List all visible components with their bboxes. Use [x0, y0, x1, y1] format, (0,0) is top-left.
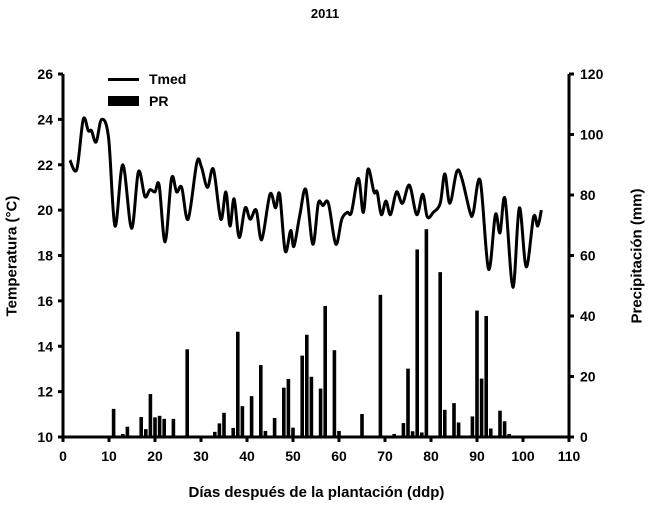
y-left-tick-label: 18 [37, 248, 53, 264]
y-left-tick-label: 26 [37, 66, 53, 82]
precip-bar [507, 433, 511, 437]
y-right-tick-label: 80 [580, 187, 596, 203]
x-tick-label: 80 [423, 448, 439, 464]
precip-bar [286, 378, 291, 437]
precip-bar [475, 310, 479, 437]
precip-bar [148, 394, 153, 437]
precip-bar [157, 415, 162, 437]
precip-bar [484, 316, 488, 437]
chart-title: 2011 [310, 6, 340, 21]
precip-bar [410, 431, 415, 437]
precip-bar [213, 431, 217, 437]
precip-bar [438, 272, 442, 437]
precip-bar [300, 355, 304, 437]
precip-bar [282, 387, 286, 437]
line-swatch-icon [108, 77, 139, 81]
y-right-tick-label: 120 [580, 66, 604, 82]
precip-bar [153, 417, 157, 437]
precip-bar [470, 416, 475, 437]
legend-item-tmed: Tmed [108, 68, 186, 90]
precip-bar [125, 426, 130, 437]
x-tick-label: 110 [558, 448, 581, 464]
legend-label-tmed: Tmed [149, 71, 187, 87]
precip-bar [502, 421, 507, 437]
y-left-tick-label: 20 [37, 202, 53, 218]
y-right-tick-label: 60 [580, 248, 596, 264]
precip-bar [479, 378, 484, 437]
precip-bar [171, 418, 176, 437]
precip-bar [452, 403, 456, 437]
precip-bar [489, 428, 493, 437]
y-left-tick-label: 10 [37, 429, 53, 445]
bar-swatch-icon [108, 96, 139, 106]
legend-label-pr: PR [149, 93, 169, 109]
precip-bar [378, 294, 383, 437]
tmed-line [68, 116, 543, 289]
precip-bar [424, 229, 429, 437]
x-tick-label: 70 [377, 448, 393, 464]
precip-bar [259, 365, 263, 437]
x-tick-label: 0 [59, 448, 67, 464]
precip-bar [162, 418, 166, 437]
y-axis-left-label: Temperatura (°C) [3, 195, 21, 317]
precip-bar [401, 423, 406, 437]
precip-bar [217, 423, 222, 437]
precip-bar [222, 412, 226, 437]
precip-bar [144, 429, 148, 437]
x-tick-label: 30 [193, 448, 209, 464]
y-right-tick-label: 20 [580, 369, 596, 385]
precip-bar [406, 368, 410, 437]
precip-bar [263, 430, 268, 437]
precip-bar [318, 388, 323, 437]
precip-bar [332, 350, 337, 437]
precip-bar [139, 417, 143, 437]
y-left-tick-label: 12 [37, 384, 53, 400]
precip-bar [456, 422, 461, 437]
precip-bar [337, 430, 341, 437]
y-left-tick-label: 24 [37, 111, 53, 127]
y-right-tick-label: 40 [580, 308, 596, 324]
precip-bar [291, 427, 295, 437]
legend: Tmed PR [108, 68, 186, 112]
y-right-tick-label: 0 [580, 429, 588, 445]
precip-bar [236, 331, 240, 437]
precip-bar [121, 433, 125, 437]
x-axis-label: Días después de la plantación (ddp) [188, 484, 445, 501]
y-left-tick-label: 16 [37, 293, 53, 309]
x-tick-label: 60 [331, 448, 347, 464]
precip-bar [185, 349, 189, 437]
precip-bar [415, 249, 419, 437]
x-tick-label: 90 [469, 448, 485, 464]
precip-bar [309, 376, 314, 437]
x-tick-label: 10 [101, 448, 117, 464]
y-axis-right-label: Precipitación (mm) [628, 188, 646, 324]
precip-bar [240, 406, 245, 437]
x-tick-label: 40 [239, 448, 255, 464]
precip-bar [111, 408, 116, 437]
y-left-tick-label: 22 [37, 157, 53, 173]
precip-bar [231, 427, 235, 437]
precip-bar [305, 334, 309, 437]
x-tick-label: 20 [147, 448, 163, 464]
x-tick-label: 100 [511, 448, 535, 464]
precip-bar [272, 417, 277, 437]
precip-bar [443, 409, 447, 437]
precip-bar [498, 410, 502, 437]
y-left-tick-label: 14 [37, 338, 53, 354]
precip-bar [360, 414, 364, 437]
precip-bar [249, 396, 254, 437]
legend-item-pr: PR [108, 90, 186, 112]
precip-bar [420, 432, 424, 437]
precip-bar [392, 433, 396, 437]
y-right-tick-label: 100 [580, 127, 604, 143]
x-tick-label: 50 [285, 448, 301, 464]
precip-bar [323, 306, 327, 437]
